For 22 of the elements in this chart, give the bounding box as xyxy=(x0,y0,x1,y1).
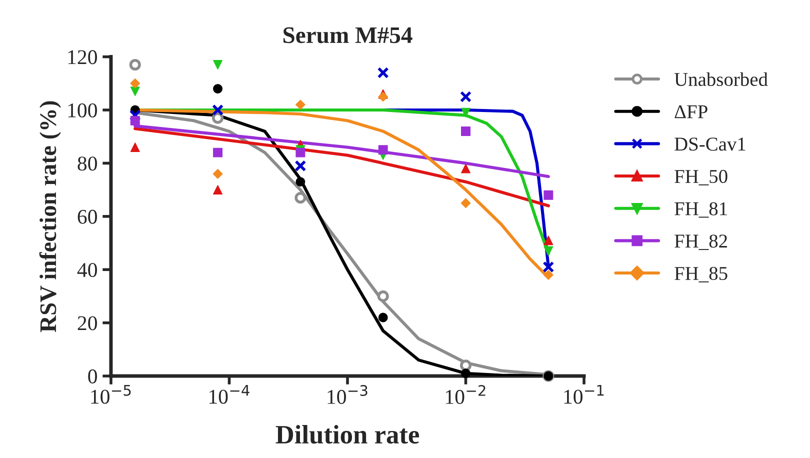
y-tick-label: 20 xyxy=(78,316,97,330)
legend-label: FH_82 xyxy=(674,234,727,250)
legend-label: FH_81 xyxy=(674,202,727,218)
x-tick-label: 10$^{−2}$ xyxy=(446,384,486,404)
y-tick-label: 100 xyxy=(68,103,97,118)
y-tick-label: 80 xyxy=(78,156,97,171)
x-axis-title: Dilution rate xyxy=(276,425,420,444)
chart-title: Serum M#54 xyxy=(284,27,412,44)
legend-label: FH_85 xyxy=(674,266,728,282)
legend-label: Unabsorbed xyxy=(674,72,768,86)
y-tick-label: 60 xyxy=(78,210,97,224)
x-tick-label: 10$^{−4}$ xyxy=(210,384,250,404)
x-tick-label: 10$^{−1}$ xyxy=(564,384,604,404)
x-tick-label: 10$^{−5}$ xyxy=(91,384,131,404)
y-tick-label: 40 xyxy=(77,262,97,278)
legend-label: FH_50 xyxy=(674,170,728,186)
legend-label: DS-Cav1 xyxy=(674,138,746,151)
legend-label: ΔFP xyxy=(674,105,708,118)
y-tick-label: 120 xyxy=(68,50,97,64)
x-tick-label: 10$^{−3}$ xyxy=(328,384,368,404)
y-tick-label: 0 xyxy=(88,369,97,384)
y-axis-title: RSV infection rate (%) xyxy=(39,101,61,332)
